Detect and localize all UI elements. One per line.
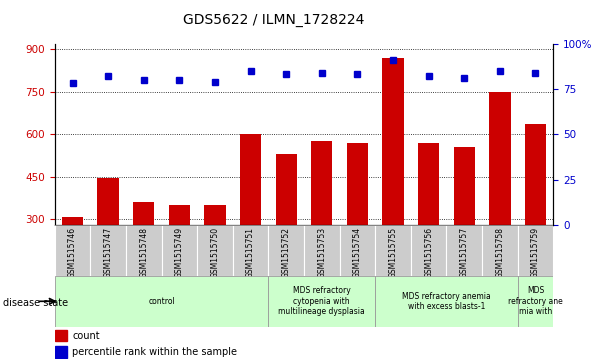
Text: GSM1515746: GSM1515746 [68, 227, 77, 278]
Bar [268, 276, 375, 327]
Bar [204, 205, 226, 305]
Bar [340, 225, 375, 276]
Bar [454, 147, 475, 305]
Text: GSM1515758: GSM1515758 [496, 227, 505, 278]
Bar [240, 134, 261, 305]
Bar [197, 225, 233, 276]
Bar [126, 225, 162, 276]
Bar [382, 58, 404, 305]
Text: GSM1515751: GSM1515751 [246, 227, 255, 278]
Text: GSM1515753: GSM1515753 [317, 227, 326, 278]
Bar [275, 154, 297, 305]
Text: GSM1515759: GSM1515759 [531, 227, 540, 278]
Bar [517, 276, 553, 327]
Text: GSM1515756: GSM1515756 [424, 227, 433, 278]
Text: GSM1515755: GSM1515755 [389, 227, 398, 278]
Bar [304, 225, 340, 276]
Bar [311, 142, 333, 305]
Text: GSM1515747: GSM1515747 [103, 227, 112, 278]
Text: GDS5622 / ILMN_1728224: GDS5622 / ILMN_1728224 [183, 13, 364, 27]
Bar [525, 125, 546, 305]
Text: count: count [72, 331, 100, 341]
Bar [55, 346, 67, 358]
Bar [55, 225, 91, 276]
Text: control: control [148, 297, 175, 306]
Bar [133, 202, 154, 305]
Bar [347, 143, 368, 305]
Text: GSM1515754: GSM1515754 [353, 227, 362, 278]
Text: MDS refractory anemia
with excess blasts-1: MDS refractory anemia with excess blasts… [402, 291, 491, 311]
Bar [375, 225, 411, 276]
Bar [482, 225, 517, 276]
Text: GSM1515750: GSM1515750 [210, 227, 219, 278]
Text: disease state: disease state [3, 298, 68, 308]
Bar [55, 330, 67, 341]
Bar [446, 225, 482, 276]
Text: MDS
refractory ane
mia with: MDS refractory ane mia with [508, 286, 563, 316]
Bar [418, 143, 440, 305]
Bar [489, 92, 511, 305]
Text: percentile rank within the sample: percentile rank within the sample [72, 347, 237, 357]
Text: GSM1515752: GSM1515752 [282, 227, 291, 278]
Bar [91, 225, 126, 276]
Bar [411, 225, 446, 276]
Text: GSM1515748: GSM1515748 [139, 227, 148, 278]
Bar [268, 225, 304, 276]
Bar [375, 276, 517, 327]
Bar [97, 178, 119, 305]
Bar [168, 205, 190, 305]
Bar [162, 225, 197, 276]
Text: GSM1515757: GSM1515757 [460, 227, 469, 278]
Text: GSM1515749: GSM1515749 [175, 227, 184, 278]
Bar [55, 276, 268, 327]
Bar [233, 225, 268, 276]
Bar [62, 217, 83, 305]
Text: MDS refractory
cytopenia with
multilineage dysplasia: MDS refractory cytopenia with multilinea… [278, 286, 365, 316]
Bar [517, 225, 553, 276]
